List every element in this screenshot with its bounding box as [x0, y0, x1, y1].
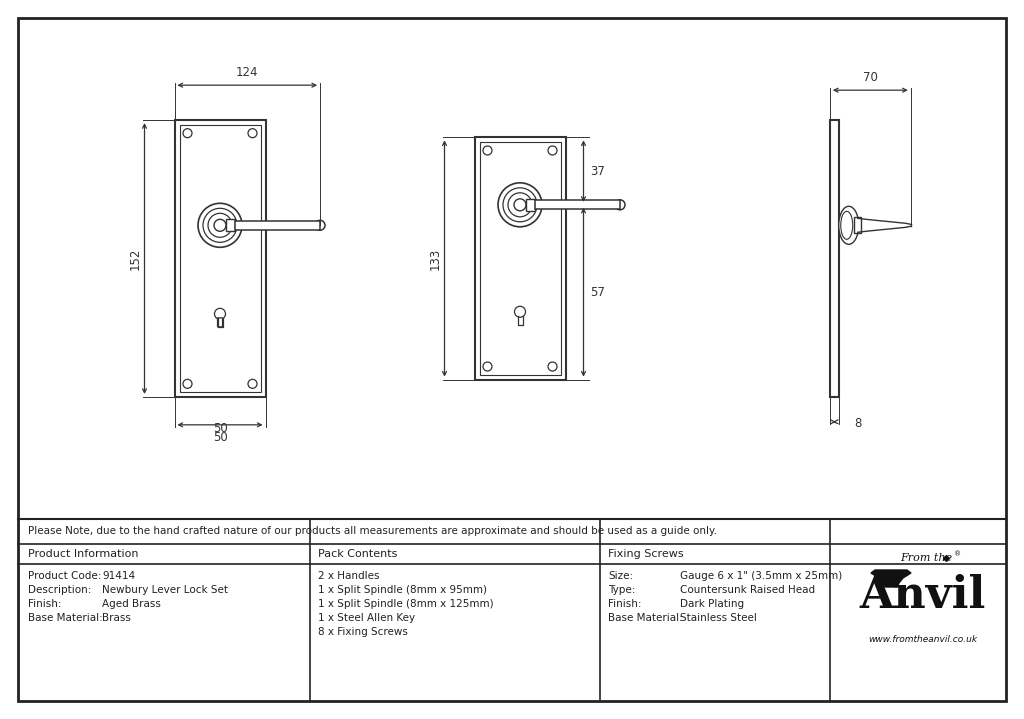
- Text: Product Information: Product Information: [28, 549, 138, 559]
- Text: Size:: Size:: [608, 571, 633, 581]
- Bar: [479, 142, 560, 375]
- Text: 8 x Fixing Screws: 8 x Fixing Screws: [318, 627, 408, 637]
- FancyBboxPatch shape: [217, 318, 222, 327]
- Ellipse shape: [841, 211, 853, 239]
- Text: From the: From the: [900, 553, 952, 563]
- Text: Pack Contents: Pack Contents: [318, 549, 397, 559]
- Text: Type:: Type:: [608, 585, 635, 595]
- Bar: [535, 201, 620, 209]
- Text: 152: 152: [129, 247, 142, 270]
- Text: Anvil: Anvil: [860, 574, 986, 616]
- Text: 2 x Handles: 2 x Handles: [318, 571, 380, 581]
- Text: 124: 124: [236, 66, 258, 79]
- Circle shape: [315, 220, 325, 230]
- Text: 1 x Split Spindle (8mm x 95mm): 1 x Split Spindle (8mm x 95mm): [318, 585, 487, 595]
- Text: 50: 50: [213, 431, 227, 444]
- Bar: [226, 219, 234, 232]
- Text: 8: 8: [854, 417, 862, 430]
- Circle shape: [615, 200, 625, 210]
- Text: Base Material:: Base Material:: [28, 613, 102, 623]
- Bar: [179, 125, 260, 392]
- Text: Fixing Screws: Fixing Screws: [608, 549, 684, 559]
- Bar: [854, 217, 861, 233]
- Text: 50: 50: [213, 422, 227, 435]
- Bar: [174, 120, 265, 397]
- Text: Base Material:: Base Material:: [608, 613, 683, 623]
- Text: Please Note, due to the hand crafted nature of our products all measurements are: Please Note, due to the hand crafted nat…: [28, 526, 717, 536]
- Text: 1 x Split Spindle (8mm x 125mm): 1 x Split Spindle (8mm x 125mm): [318, 599, 494, 609]
- Text: 133: 133: [429, 247, 442, 270]
- Text: 70: 70: [863, 71, 878, 84]
- Bar: [830, 120, 839, 397]
- Bar: [615, 201, 620, 209]
- Bar: [474, 137, 565, 380]
- Text: Finish:: Finish:: [28, 599, 61, 609]
- Text: Stainless Steel: Stainless Steel: [680, 613, 757, 623]
- Text: Countersunk Raised Head: Countersunk Raised Head: [680, 585, 815, 595]
- Text: 1 x Steel Allen Key: 1 x Steel Allen Key: [318, 613, 415, 623]
- Text: Newbury Lever Lock Set: Newbury Lever Lock Set: [102, 585, 228, 595]
- Ellipse shape: [839, 206, 859, 244]
- Bar: [234, 221, 319, 230]
- Text: www.fromtheanvil.co.uk: www.fromtheanvil.co.uk: [868, 636, 978, 644]
- Text: Product Code:: Product Code:: [28, 571, 101, 581]
- Text: 91414: 91414: [102, 571, 135, 581]
- Text: 57: 57: [591, 285, 605, 298]
- Text: 37: 37: [591, 165, 605, 178]
- Text: ®: ®: [954, 551, 962, 557]
- Text: Description:: Description:: [28, 585, 91, 595]
- Bar: [315, 221, 319, 230]
- Text: Dark Plating: Dark Plating: [680, 599, 744, 609]
- Text: Gauge 6 x 1" (3.5mm x 25mm): Gauge 6 x 1" (3.5mm x 25mm): [680, 571, 843, 581]
- Bar: [526, 199, 535, 211]
- Text: Brass: Brass: [102, 613, 131, 623]
- Polygon shape: [871, 570, 911, 587]
- Text: Finish:: Finish:: [608, 599, 641, 609]
- Text: Aged Brass: Aged Brass: [102, 599, 161, 609]
